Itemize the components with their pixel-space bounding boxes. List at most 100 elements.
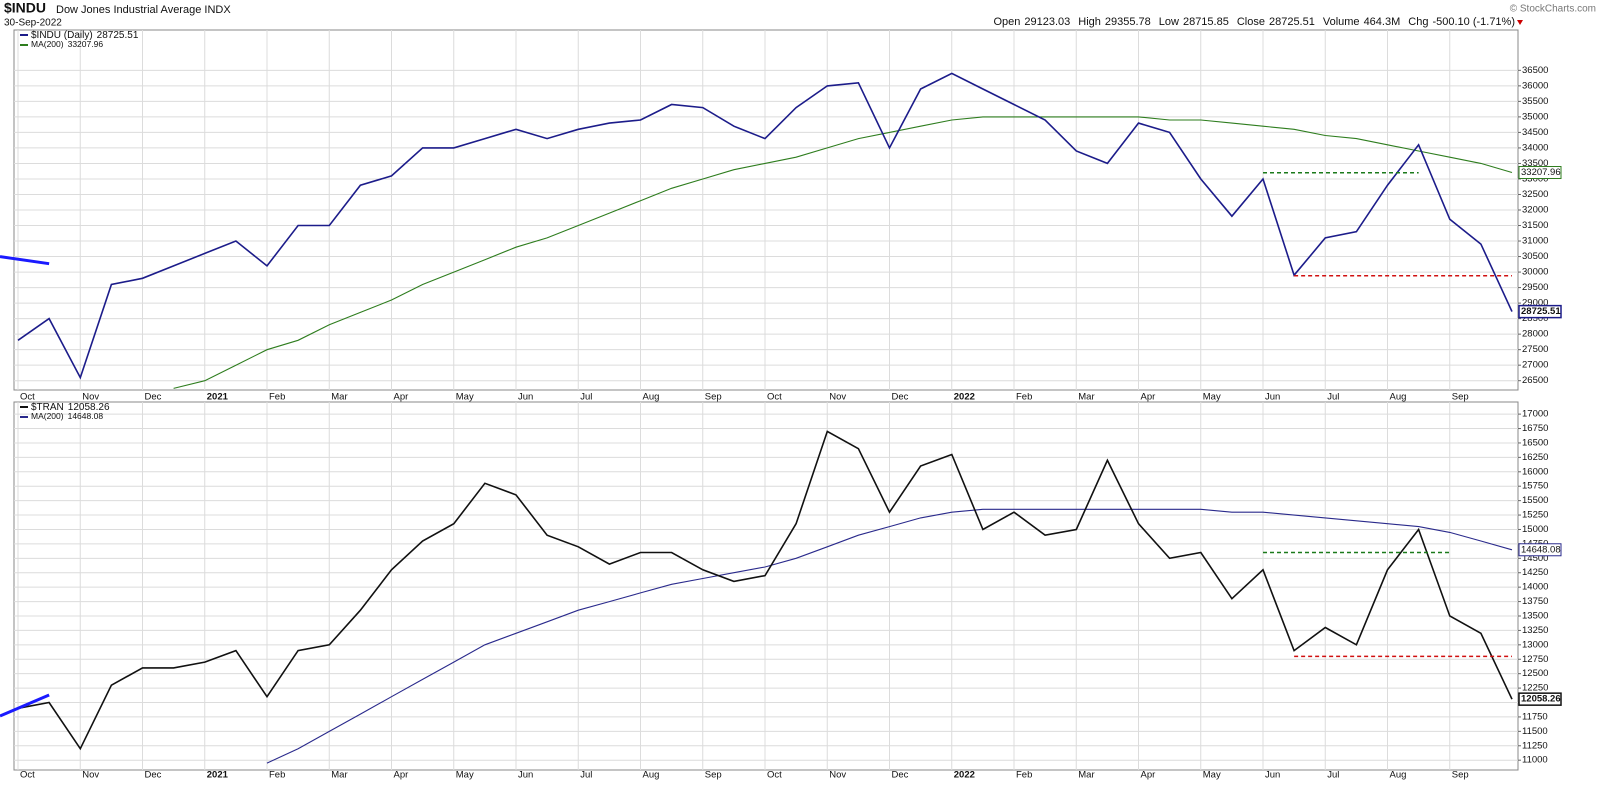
x-tick-label: Nov xyxy=(829,392,846,403)
quote-value: 464.3M xyxy=(1364,16,1401,28)
x-tick-label: Dec xyxy=(145,770,162,781)
series-line xyxy=(17,72,1513,380)
x-tick-label: Nov xyxy=(82,770,99,781)
x-tick-label: Jun xyxy=(1265,392,1280,403)
annotation-line xyxy=(0,693,50,718)
credit: © StockCharts.com xyxy=(1510,4,1596,15)
y-tick-label: 11750 xyxy=(1522,711,1548,722)
y-tick-label: 32500 xyxy=(1522,189,1548,200)
quote-label: Open xyxy=(993,16,1020,28)
y-tick-label: 11500 xyxy=(1522,726,1548,737)
legend-name: $INDU (Daily) xyxy=(31,30,93,41)
x-tick-label: Jul xyxy=(580,392,592,403)
quote-label: Chg xyxy=(1408,16,1428,28)
x-tick-label: Nov xyxy=(82,392,99,403)
legend-entry: $INDU (Daily) 28725.51 xyxy=(31,30,139,41)
y-tick-label: 13500 xyxy=(1522,611,1548,622)
legend-value: 28725.51 xyxy=(97,30,139,41)
x-tick-label: May xyxy=(456,770,474,781)
quote-label: Close xyxy=(1237,16,1265,28)
y-tick-label: 34500 xyxy=(1522,127,1548,138)
x-tick-label: Mar xyxy=(1078,392,1094,403)
y-tick-label: 15000 xyxy=(1522,524,1548,535)
x-tick-label: Sep xyxy=(1452,770,1469,781)
y-tick-label: 31000 xyxy=(1522,236,1548,247)
x-tick-label: 2022 xyxy=(954,770,975,781)
price-box-label: 33207.96 xyxy=(1521,167,1561,178)
x-tick-label: Apr xyxy=(1141,392,1156,403)
x-tick-label: May xyxy=(1203,392,1221,403)
x-tick-label: May xyxy=(1203,770,1221,781)
y-tick-label: 12250 xyxy=(1522,683,1548,694)
price-box-label: 12058.26 xyxy=(1521,694,1561,705)
y-tick-label: 35000 xyxy=(1522,111,1548,122)
x-tick-label: Jun xyxy=(518,770,533,781)
series-line xyxy=(173,116,1513,389)
x-tick-label: Oct xyxy=(767,770,782,781)
y-tick-label: 12500 xyxy=(1522,668,1548,679)
x-tick-label: Apr xyxy=(394,392,409,403)
y-tick-label: 13750 xyxy=(1522,596,1548,607)
legend-name: $TRAN xyxy=(31,402,64,413)
x-tick-label: Oct xyxy=(767,392,782,403)
legend-entry: MA(200) 14648.08 xyxy=(31,411,103,421)
y-tick-label: 17000 xyxy=(1522,409,1548,420)
x-tick-label: Mar xyxy=(331,770,347,781)
legend-name: MA(200) xyxy=(31,39,64,49)
y-tick-label: 16500 xyxy=(1522,437,1548,448)
legend-entry: $TRAN 12058.26 xyxy=(31,402,110,413)
y-tick-label: 15250 xyxy=(1522,510,1548,521)
x-tick-label: Sep xyxy=(705,392,722,403)
y-tick-label: 36500 xyxy=(1522,65,1548,76)
price-box-label: 28725.51 xyxy=(1521,306,1561,317)
y-tick-label: 14500 xyxy=(1522,553,1548,564)
quote-value: 28715.85 xyxy=(1183,16,1229,28)
annotation-line xyxy=(0,255,50,266)
quote-label: Low xyxy=(1159,16,1179,28)
x-tick-label: Aug xyxy=(1390,770,1407,781)
legend-name: MA(200) xyxy=(31,411,64,421)
x-tick-label: Feb xyxy=(1016,770,1032,781)
x-tick-label: Mar xyxy=(1078,770,1094,781)
y-tick-label: 16750 xyxy=(1522,423,1548,434)
symbol: $INDU xyxy=(4,0,46,16)
y-tick-label: 15750 xyxy=(1522,481,1548,492)
quote-label: Volume xyxy=(1323,16,1360,28)
price-box xyxy=(1518,543,1562,557)
y-tick-label: 13000 xyxy=(1522,639,1548,650)
x-tick-label: Jul xyxy=(1327,770,1339,781)
x-tick-label: Oct xyxy=(20,770,35,781)
x-tick-label: Apr xyxy=(394,770,409,781)
y-tick-label: 14250 xyxy=(1522,567,1548,578)
x-tick-label: Feb xyxy=(269,770,285,781)
x-tick-label: 2022 xyxy=(954,392,975,403)
x-tick-label: Jun xyxy=(1265,770,1280,781)
x-tick-label: Oct xyxy=(20,392,35,403)
x-tick-label: Apr xyxy=(1141,770,1156,781)
y-tick-label: 27500 xyxy=(1522,344,1548,355)
x-tick-label: Aug xyxy=(1390,392,1407,403)
y-tick-label: 28000 xyxy=(1522,329,1548,340)
date: 30-Sep-2022 xyxy=(4,18,62,29)
x-tick-label: Dec xyxy=(892,392,909,403)
x-tick-label: Feb xyxy=(269,392,285,403)
x-tick-label: Aug xyxy=(643,770,660,781)
quote-value: 29355.78 xyxy=(1105,16,1151,28)
series-line xyxy=(266,508,1513,764)
down-arrow xyxy=(1517,20,1523,25)
y-tick-label: 11000 xyxy=(1522,755,1548,766)
legend-entry: MA(200) 33207.96 xyxy=(31,39,103,49)
y-tick-label: 28500 xyxy=(1522,313,1548,324)
x-tick-label: Aug xyxy=(643,392,660,403)
x-tick-label: Jun xyxy=(518,392,533,403)
y-tick-label: 34000 xyxy=(1522,142,1548,153)
y-tick-label: 33500 xyxy=(1522,158,1548,169)
x-tick-label: Dec xyxy=(145,392,162,403)
x-tick-label: 2021 xyxy=(207,770,229,781)
y-tick-label: 31500 xyxy=(1522,220,1548,231)
y-tick-label: 14000 xyxy=(1522,582,1548,593)
quote-label: High xyxy=(1078,16,1101,28)
x-tick-label: Nov xyxy=(829,770,846,781)
y-tick-label: 32000 xyxy=(1522,205,1548,216)
